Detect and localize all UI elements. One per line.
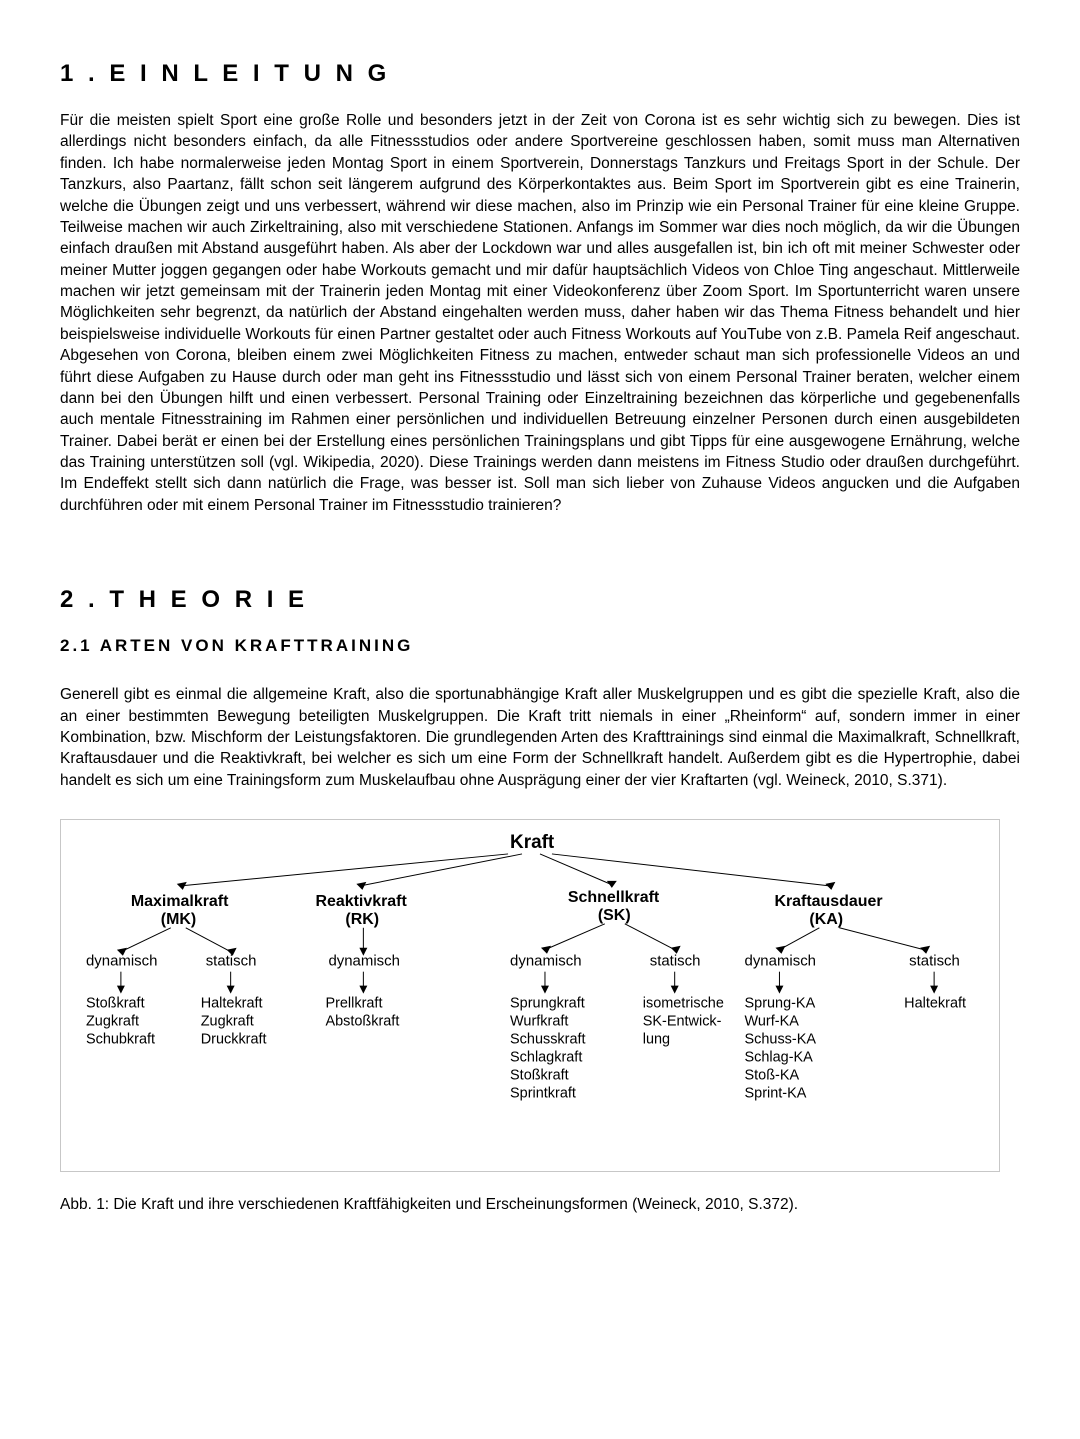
rk-leaf: Abstoßkraft — [325, 1014, 399, 1030]
ka-dyn-leaf: Sprung-KA — [745, 996, 816, 1012]
sk-stat-leaf: SK-Entwick- — [643, 1014, 722, 1030]
section-2-1-title: 2.1 ARTEN VON KRAFTTRAINING — [60, 636, 1020, 656]
mk-dyn-leaf: Zugkraft — [86, 1014, 139, 1030]
mk-stat-leaf: Haltekraft — [201, 996, 263, 1012]
mk-stat-leaf: Zugkraft — [201, 1014, 254, 1030]
sk-stat-leaf: isometrische — [643, 996, 724, 1012]
sk-dyn-leaf: Wurfkraft — [510, 1014, 568, 1030]
sk-dyn: dynamisch — [510, 953, 581, 970]
ka-dyn-leaf: Sprint-KA — [745, 1085, 807, 1101]
cat-ka: Kraftausdauer — [774, 893, 882, 910]
cat-sk-abbr: (SK) — [598, 907, 631, 924]
rk-leaf: Prellkraft — [325, 996, 382, 1012]
mk-dyn-leaf: Stoßkraft — [86, 996, 145, 1012]
mk-stat-leaf: Druckkraft — [201, 1032, 267, 1048]
cat-rk: Reaktivkraft — [315, 893, 407, 910]
sk-dyn-leaf: Schlagkraft — [510, 1049, 582, 1065]
ka-stat-leaf: Haltekraft — [904, 996, 966, 1012]
rk-dyn: dynamisch — [328, 953, 399, 970]
diagram-caption: Abb. 1: Die Kraft und ihre verschiedenen… — [60, 1196, 1020, 1214]
sk-stat: statisch — [650, 953, 701, 970]
cat-mk-abbr: (MK) — [161, 911, 196, 928]
section-1-title: 1 . E I N L E I T U N G — [60, 60, 1020, 88]
cat-mk: Maximalkraft — [131, 893, 229, 910]
ka-stat: statisch — [909, 953, 960, 970]
section-2-title: 2 . T H E O R I E — [60, 586, 1020, 614]
tree-root: Kraft — [510, 832, 555, 853]
ka-dyn: dynamisch — [745, 953, 816, 970]
ka-dyn-leaf: Schlag-KA — [745, 1049, 814, 1065]
cat-rk-abbr: (RK) — [345, 911, 379, 928]
section-2-body: Generell gibt es einmal die allgemeine K… — [60, 684, 1020, 791]
mk-stat: statisch — [206, 953, 257, 970]
sk-dyn-leaf: Schusskraft — [510, 1032, 586, 1048]
sk-dyn-leaf: Sprungkraft — [510, 996, 585, 1012]
section-1-body: Für die meisten spielt Sport eine große … — [60, 110, 1020, 516]
ka-dyn-leaf: Wurf-KA — [745, 1014, 800, 1030]
sk-dyn-leaf: Stoßkraft — [510, 1067, 569, 1083]
kraft-tree-svg: Kraft Maximalkraft (MK) Reaktivkraft (RK… — [71, 826, 989, 1155]
ka-dyn-leaf: Schuss-KA — [745, 1032, 817, 1048]
cat-sk: Schnellkraft — [568, 889, 660, 906]
mk-dyn: dynamisch — [86, 953, 157, 970]
mk-dyn-leaf: Schubkraft — [86, 1032, 155, 1048]
ka-dyn-leaf: Stoß-KA — [745, 1067, 800, 1083]
sk-dyn-leaf: Sprintkraft — [510, 1085, 576, 1101]
sk-stat-leaf: lung — [643, 1032, 670, 1048]
cat-ka-abbr: (KA) — [809, 911, 843, 928]
kraft-diagram: Kraft Maximalkraft (MK) Reaktivkraft (RK… — [60, 819, 1000, 1172]
